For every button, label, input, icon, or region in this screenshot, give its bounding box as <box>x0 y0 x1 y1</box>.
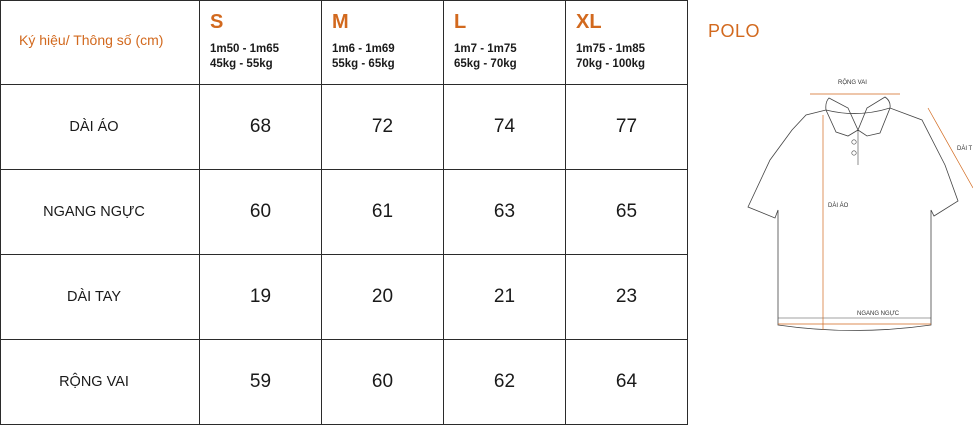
table-row: DÀI TAY 19 20 21 23 <box>0 254 688 340</box>
cell-value: 20 <box>321 254 444 340</box>
size-header-l: L 1m7 - 1m75 65kg - 70kg <box>443 0 566 85</box>
shirt-collar <box>825 96 891 137</box>
cell-value: 74 <box>443 84 566 170</box>
product-title: POLO <box>708 21 761 41</box>
cell-value: 77 <box>565 84 688 170</box>
row-label: DÀI ÁO <box>0 84 200 170</box>
size-chart-table: Ký hiệu/ Thông số (cm) S 1m50 - 1m65 45k… <box>0 0 688 425</box>
cell-value: 63 <box>443 169 566 255</box>
cell-value: 62 <box>443 339 566 425</box>
header-label: Ký hiệu/ Thông số (cm) <box>0 0 200 85</box>
cell-value: 65 <box>565 169 688 255</box>
shirt-button <box>851 139 857 145</box>
size-name: L <box>454 11 467 33</box>
size-height-range: 1m6 - 1m69 <box>332 43 395 55</box>
shoulder-label: RỘNG VAI <box>838 79 867 86</box>
length-label: DÀI ÁO <box>828 202 849 209</box>
size-weight-range: 65kg - 70kg <box>454 58 517 70</box>
size-height-range: 1m75 - 1m85 <box>576 43 646 55</box>
cell-value: 61 <box>321 169 444 255</box>
polo-shirt-diagram: RỘNG VAI DÀI T DÀI ÁO NGANG NGỰC <box>747 79 973 331</box>
shirt-button <box>851 150 857 156</box>
cell-value: 60 <box>199 169 322 255</box>
table-header-row: Ký hiệu/ Thông số (cm) S 1m50 - 1m65 45k… <box>0 0 688 85</box>
cell-value: 60 <box>321 339 444 425</box>
size-name: S <box>210 11 224 33</box>
size-header-s: S 1m50 - 1m65 45kg - 55kg <box>199 0 322 85</box>
cell-value: 64 <box>565 339 688 425</box>
cell-value: 59 <box>199 339 322 425</box>
size-header-xl: XL 1m75 - 1m85 70kg - 100kg <box>565 0 688 85</box>
table-row: RỘNG VAI 59 60 62 64 <box>0 339 688 425</box>
table-row: NGANG NGỰC 60 61 63 65 <box>0 169 688 255</box>
cell-value: 68 <box>199 84 322 170</box>
size-name: M <box>332 11 349 33</box>
shirt-outline <box>747 107 959 331</box>
chest-label: NGANG NGỰC <box>857 311 900 317</box>
cell-value: 72 <box>321 84 444 170</box>
cell-value: 19 <box>199 254 322 340</box>
sleeve-label: DÀI T <box>957 145 973 152</box>
size-height-range: 1m50 - 1m65 <box>210 43 280 55</box>
cell-value: 23 <box>565 254 688 340</box>
table-row: DÀI ÁO 68 72 74 77 <box>0 84 688 170</box>
cell-value: 21 <box>443 254 566 340</box>
size-name: XL <box>576 11 602 33</box>
row-label: DÀI TAY <box>0 254 200 340</box>
size-height-range: 1m7 - 1m75 <box>454 43 517 55</box>
size-weight-range: 70kg - 100kg <box>576 58 646 70</box>
row-label: RỘNG VAI <box>0 339 200 425</box>
size-header-m: M 1m6 - 1m69 55kg - 65kg <box>321 0 444 85</box>
sleeve-measure-line <box>927 107 973 189</box>
size-weight-range: 55kg - 65kg <box>332 58 395 70</box>
row-label: NGANG NGỰC <box>0 169 200 255</box>
size-weight-range: 45kg - 55kg <box>210 58 273 70</box>
